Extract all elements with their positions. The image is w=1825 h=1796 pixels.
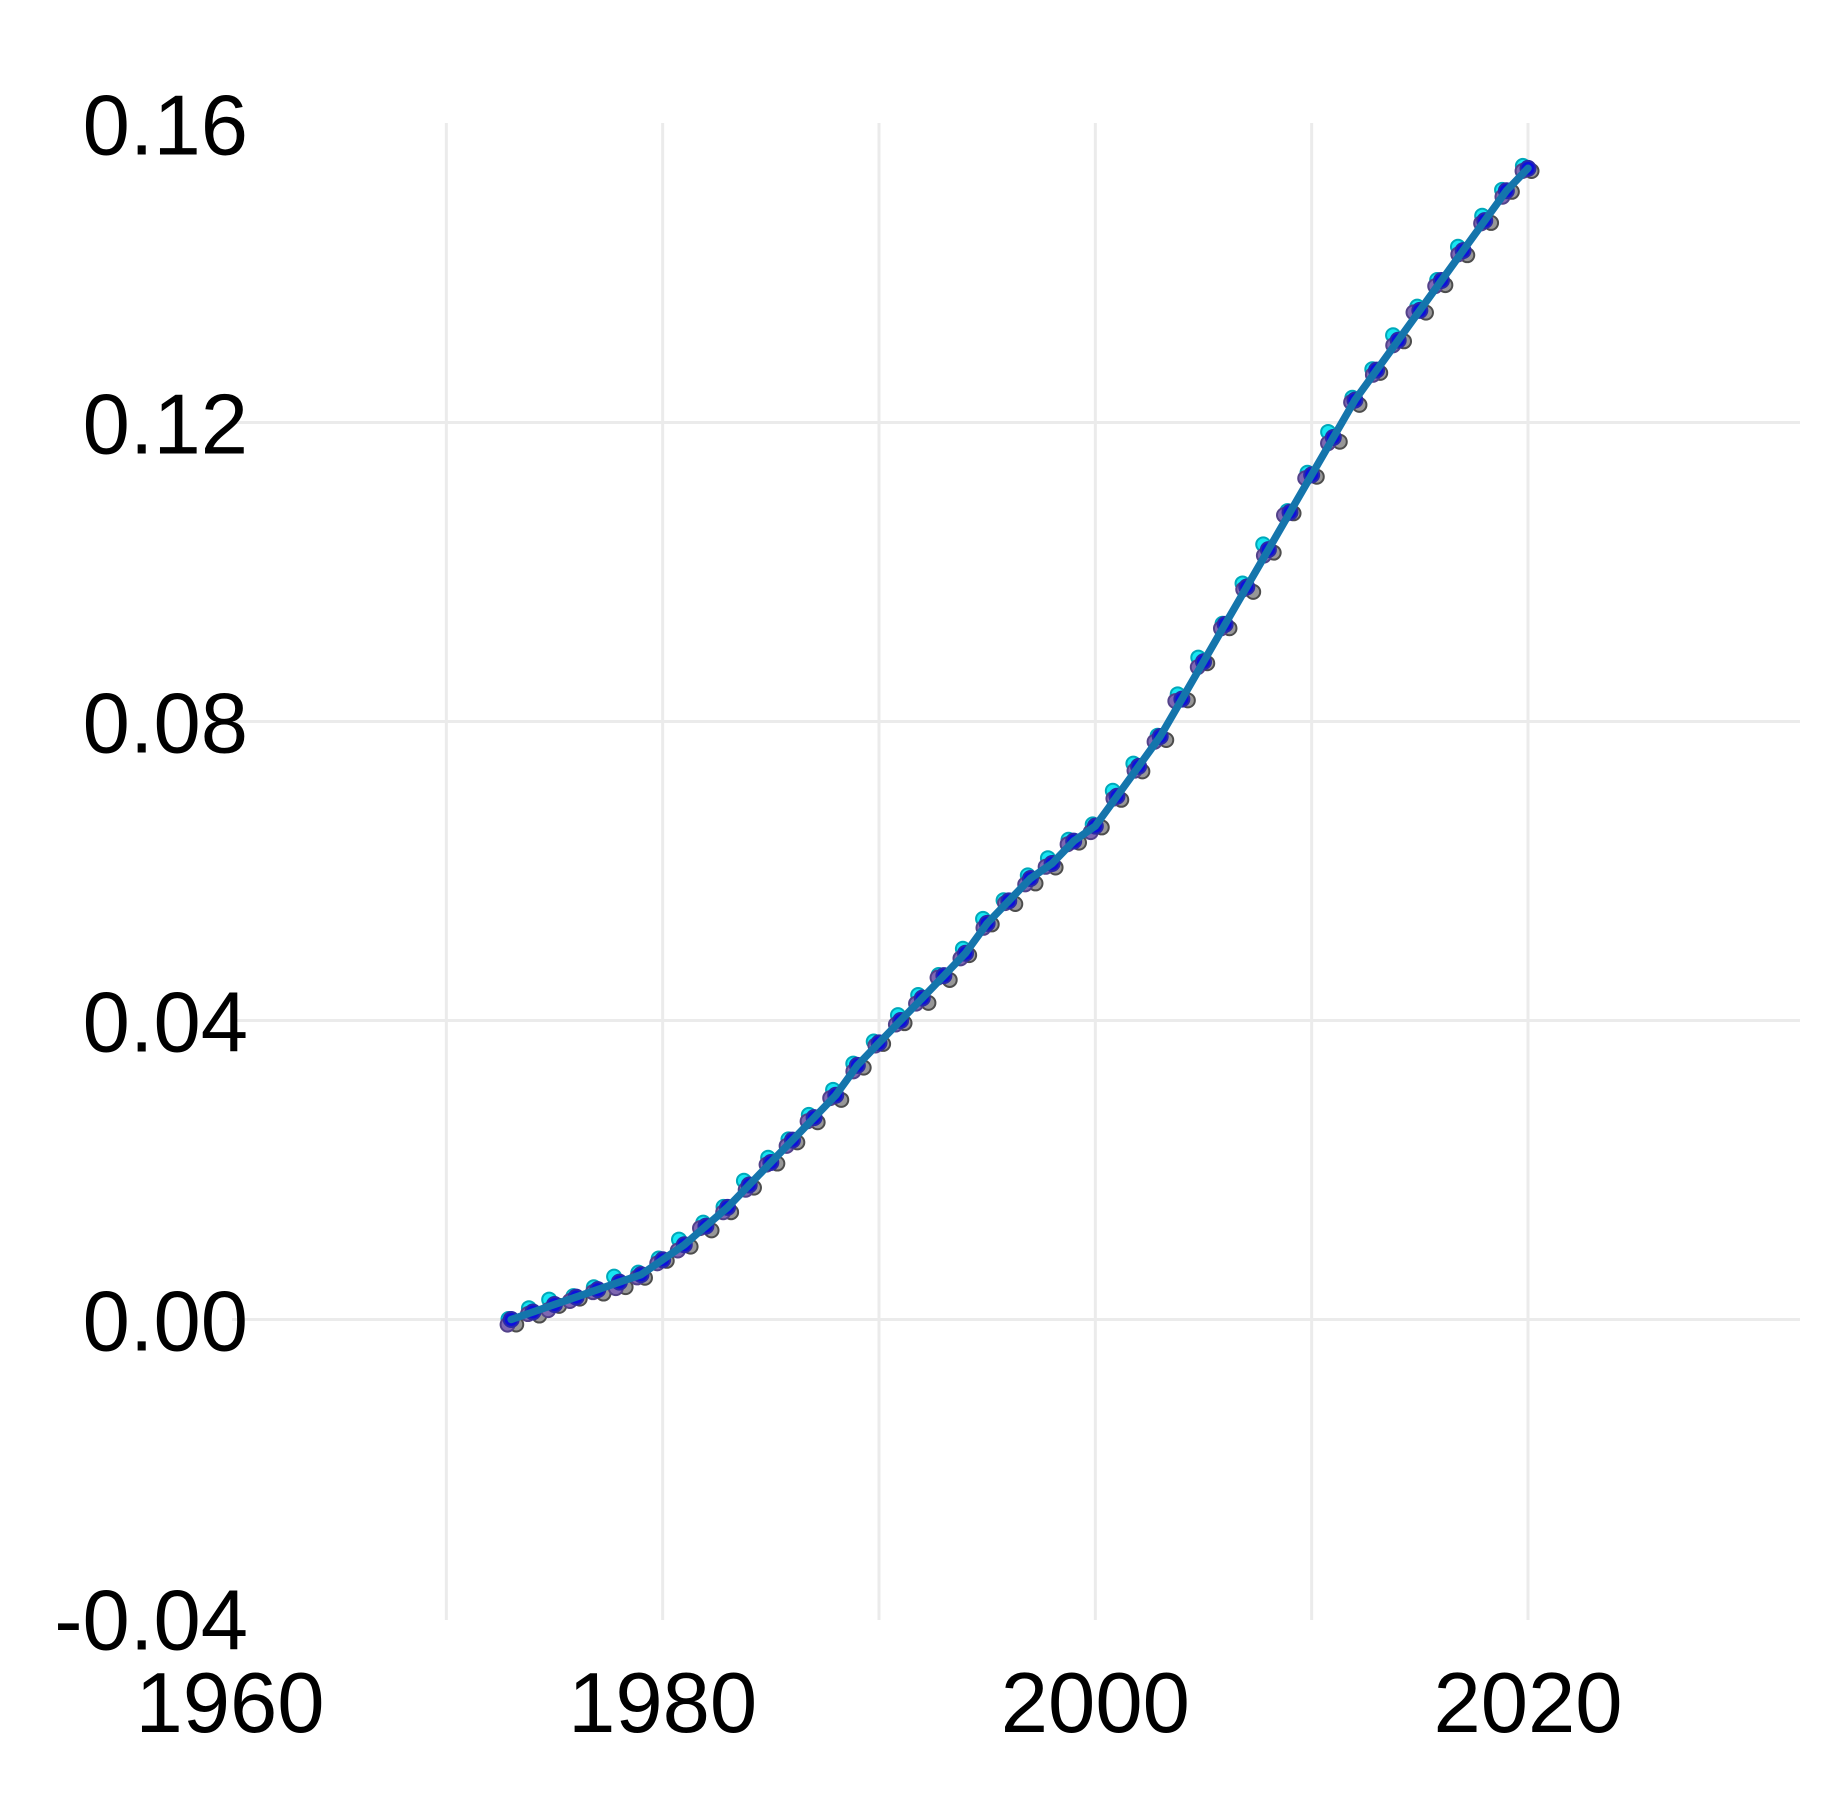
y-tick-label-0.08: 0.08 [83, 677, 248, 772]
x-axis-tick-labels: 1960 1980 2000 2020 [135, 1656, 1622, 1751]
purple-points-group [499, 163, 1531, 1333]
background-marker-series-layer [499, 157, 1540, 1333]
trend-line [507, 164, 1532, 1324]
gridlines-layer [232, 123, 1800, 1620]
x-tick-label-1960: 1960 [135, 1656, 324, 1751]
y-tick-label-0.16: 0.16 [83, 79, 248, 174]
y-tick-label-0.00: 0.00 [83, 1275, 248, 1370]
y-tick-label--0.04: -0.04 [54, 1574, 248, 1669]
blue-marker-series-layer [502, 159, 1537, 1328]
x-tick-label-2020: 2020 [1433, 1656, 1622, 1751]
y-axis-tick-labels: 0.16 0.12 0.08 0.04 0.00 -0.04 [54, 79, 248, 1669]
x-tick-label-2000: 2000 [1001, 1656, 1190, 1751]
trend-line-layer [507, 164, 1532, 1324]
y-tick-label-0.04: 0.04 [83, 976, 248, 1071]
cyan-points-group [500, 157, 1531, 1327]
y-tick-label-0.12: 0.12 [83, 378, 248, 473]
x-tick-label-1980: 1980 [568, 1656, 757, 1751]
